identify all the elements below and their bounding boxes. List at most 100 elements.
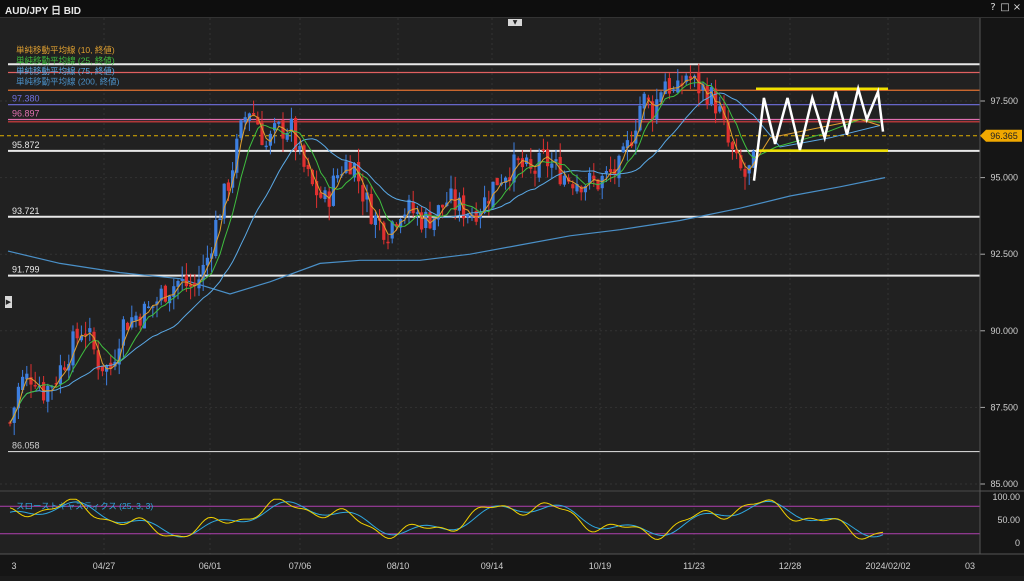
candle-body bbox=[168, 295, 172, 304]
candle-body bbox=[218, 218, 222, 221]
close-button[interactable]: × bbox=[1012, 2, 1022, 13]
candle-body bbox=[504, 177, 508, 183]
candle-body bbox=[743, 168, 747, 177]
candle-body bbox=[390, 221, 394, 239]
ma200-line bbox=[7, 177, 886, 295]
candle-body bbox=[432, 218, 436, 231]
x-tick-label: 06/01 bbox=[199, 561, 222, 571]
candle-body bbox=[495, 177, 499, 186]
candle-body bbox=[638, 105, 642, 131]
horizontal-line-label: 95.872 bbox=[12, 140, 40, 150]
candle-body bbox=[466, 214, 470, 218]
candle-body bbox=[243, 117, 247, 123]
horizontal-line-label: 93.721 bbox=[12, 206, 40, 216]
candle-body bbox=[277, 122, 281, 124]
candle-body bbox=[533, 170, 537, 174]
candle-body bbox=[29, 377, 33, 385]
candle-body bbox=[411, 201, 415, 214]
candle-body bbox=[705, 85, 709, 105]
stochastic-tick-label: 100.00 bbox=[992, 492, 1020, 502]
horizontal-line-label: 97.380 bbox=[12, 94, 40, 104]
candle-body bbox=[730, 142, 734, 150]
legend-entry: 単純移動平均線 (25, 終値) bbox=[16, 56, 115, 66]
x-tick-label: 10/19 bbox=[589, 561, 612, 571]
stochastic-k-line bbox=[9, 498, 884, 541]
candle-body bbox=[298, 145, 302, 150]
candle-body bbox=[663, 81, 667, 95]
candle-body bbox=[285, 132, 289, 140]
current-price-label: 96.365 bbox=[990, 131, 1018, 141]
title-bar: AUD/JPY 日 BID ? □ × bbox=[0, 0, 1024, 18]
zigzag-path bbox=[752, 83, 885, 181]
candle-body bbox=[579, 186, 583, 193]
ma10-line bbox=[9, 75, 881, 424]
candle-body bbox=[273, 123, 277, 131]
horizontal-line-label: 86.058 bbox=[12, 441, 40, 451]
candle-body bbox=[58, 365, 62, 385]
candle-body bbox=[621, 146, 625, 153]
candle-body bbox=[163, 285, 167, 302]
x-tick-label: 09/14 bbox=[481, 561, 504, 571]
candle-body bbox=[151, 306, 155, 308]
help-button[interactable]: ? bbox=[990, 2, 996, 13]
candle-body bbox=[588, 172, 592, 183]
candle-body bbox=[84, 333, 88, 336]
price-tick-label: 97.500 bbox=[990, 96, 1018, 106]
candle-body bbox=[365, 192, 369, 200]
candle-body bbox=[117, 348, 121, 365]
side-panel-handle[interactable]: ▶ bbox=[5, 296, 12, 308]
candle-body bbox=[646, 97, 650, 100]
x-tick-label: 08/10 bbox=[387, 561, 410, 571]
candle-body bbox=[361, 185, 365, 202]
ma25-line bbox=[9, 81, 881, 424]
candle-body bbox=[268, 133, 272, 146]
current-price-marker bbox=[980, 129, 1022, 142]
candle-body bbox=[155, 301, 159, 305]
candle-body bbox=[735, 149, 739, 154]
candle-body bbox=[373, 215, 377, 225]
stochastic-tick-label: 50.00 bbox=[997, 515, 1020, 525]
candle-body bbox=[281, 120, 285, 139]
candle-body bbox=[453, 189, 457, 211]
candle-body bbox=[508, 177, 512, 181]
candle-body bbox=[306, 164, 310, 170]
stochastic-title: スローストキャスティクス (25, 3, 3) bbox=[16, 501, 153, 511]
candle-body bbox=[352, 163, 356, 178]
candle-body bbox=[319, 192, 323, 198]
candle-body bbox=[33, 385, 37, 387]
candle-body bbox=[436, 205, 440, 220]
x-tick-label: 12/28 bbox=[779, 561, 802, 571]
candle-body bbox=[403, 214, 407, 217]
candle-body bbox=[394, 224, 398, 227]
stochastic-tick-label: 0 bbox=[1015, 538, 1020, 548]
candle-body bbox=[420, 212, 424, 230]
candle-body bbox=[348, 161, 352, 175]
price-tick-label: 92.500 bbox=[990, 249, 1018, 259]
chart-labels: 97.380 96.897 95.872 93.721 91.799 86.058 単純移動… bbox=[12, 45, 120, 451]
candle-body bbox=[655, 99, 659, 120]
candle-body bbox=[525, 157, 529, 165]
candle-body bbox=[46, 385, 50, 402]
candle-body bbox=[75, 328, 79, 339]
candle-body bbox=[184, 275, 188, 287]
candle-body bbox=[684, 75, 688, 83]
x-tick-label: 04/27 bbox=[93, 561, 116, 571]
candle-body bbox=[96, 350, 100, 370]
candle-body bbox=[289, 118, 293, 132]
maximize-button[interactable]: □ bbox=[1000, 2, 1010, 13]
candle-body bbox=[415, 212, 419, 214]
candle-body bbox=[449, 188, 453, 201]
candle-body bbox=[260, 122, 264, 145]
candle-body bbox=[344, 161, 348, 173]
candle-body bbox=[739, 155, 743, 169]
price-tick-label: 85.000 bbox=[990, 479, 1018, 489]
moving-averages bbox=[9, 75, 881, 424]
candle-body bbox=[222, 183, 226, 219]
x-tick-label: 11/23 bbox=[683, 561, 705, 571]
stochastic-panel: 100.00 50.00 0 スローストキャスティクス (25, 3, 3) bbox=[0, 492, 1020, 548]
candle-body bbox=[176, 281, 180, 287]
x-tick-label: 03 bbox=[965, 561, 975, 571]
collapse-toggle[interactable]: ▼ bbox=[508, 19, 522, 26]
